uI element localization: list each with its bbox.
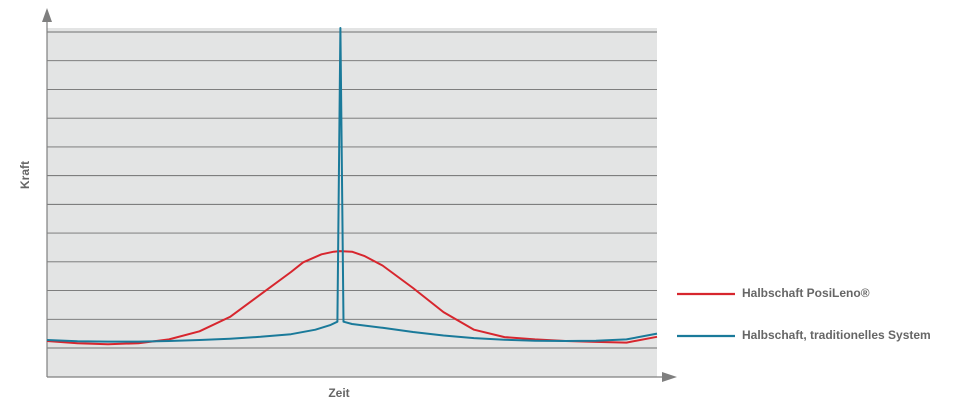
series-line-posileno xyxy=(46,250,658,346)
y-axis-arrow-icon xyxy=(42,8,52,22)
legend-label-traditional: Halbschaft, traditionelles System xyxy=(742,328,931,342)
legend: Halbschaft PosiLeno® Halbschaft, traditi… xyxy=(677,286,931,342)
x-axis-label: Zeit xyxy=(328,386,349,400)
axes xyxy=(42,8,677,382)
y-axis-label: Kraft xyxy=(18,161,32,189)
x-axis-arrow-icon xyxy=(662,372,677,382)
grid-lines xyxy=(47,31,657,349)
legend-label-posileno: Halbschaft PosiLeno® xyxy=(742,286,870,300)
series-layer xyxy=(46,27,658,346)
series-line-traditional xyxy=(46,27,658,343)
